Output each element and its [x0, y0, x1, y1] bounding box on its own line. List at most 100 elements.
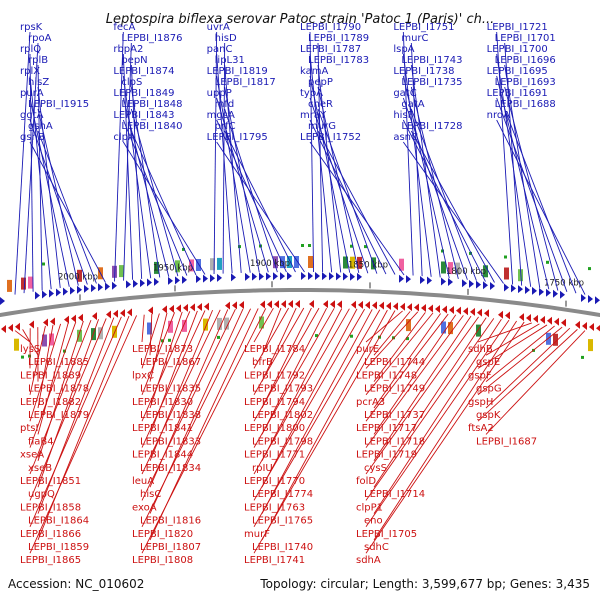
reverse-gene-arrow: [547, 316, 552, 325]
reverse-gene-arrow: [582, 321, 587, 330]
marker-dot: [42, 262, 45, 266]
reverse-gene-arrow: [127, 308, 132, 317]
gene-label: LEPBI_I1840: [121, 121, 182, 132]
forward-gene-arrow: [77, 285, 82, 294]
gene-leader-line: [477, 322, 532, 343]
feature-tile: [7, 279, 12, 292]
gene-leader-line: [37, 319, 100, 488]
gene-label: LEPBI_I1808: [132, 555, 193, 566]
gene-leader-line: [149, 314, 153, 356]
feature-tile: [224, 317, 229, 330]
reverse-gene-arrow: [50, 317, 55, 326]
feature-tile: [350, 256, 355, 269]
gene-leader-line: [253, 308, 350, 475]
marker-dot: [588, 267, 591, 271]
reverse-gene-arrow: [64, 315, 69, 324]
forward-gene-arrow: [336, 272, 341, 281]
gene-leader-line: [373, 320, 517, 541]
forward-gene-arrow: [70, 286, 75, 295]
gene-label: uvrA: [207, 22, 230, 33]
gene-leader-line: [410, 108, 477, 281]
gene-label: clpP1: [356, 502, 383, 513]
gene-label: eno: [364, 516, 383, 527]
forward-gene-arrow: [266, 272, 271, 281]
gene-leader-line: [261, 308, 343, 462]
forward-gene-arrow: [343, 272, 348, 281]
gene-leader-line: [149, 312, 168, 382]
gene-leader-line: [373, 311, 411, 356]
gene-label: LEPBI_I1763: [244, 502, 305, 513]
gene-label: LEPBI_I1752: [300, 132, 361, 143]
gene-label: LEPBI_I1915: [28, 99, 89, 110]
gene-leader-line: [253, 308, 365, 501]
gene-label: rplX: [20, 66, 40, 77]
gene-label: LEPBI_I1728: [401, 121, 462, 132]
gene-label: sdhC: [364, 542, 389, 553]
forward-gene-arrow: [427, 276, 432, 285]
gene-label: LEPBI_I1701: [495, 33, 556, 44]
forward-gene-arrow: [210, 274, 215, 283]
gene-label: LEPBI_I1735: [401, 77, 462, 88]
gene-label: LEPBI_I1743: [401, 55, 462, 66]
feature-tile: [49, 333, 54, 346]
gene-label: LEPBI_I1705: [356, 529, 417, 540]
forward-gene-arrow: [301, 272, 306, 281]
forward-gene-arrow: [595, 296, 600, 305]
gene-leader-line: [122, 141, 206, 275]
gene-label: LEPBI_I1819: [207, 66, 268, 77]
forward-gene-arrow: [525, 286, 530, 295]
gene-leader-line: [141, 308, 236, 501]
gene-label: bfrB: [252, 357, 273, 368]
gene-label: rplB: [28, 55, 48, 66]
feature-tile: [210, 258, 215, 271]
gene-leader-line: [410, 64, 441, 278]
gene-leader-line: [253, 310, 396, 554]
gene-leader-line: [365, 310, 403, 343]
gene-label: gspE: [476, 357, 500, 368]
gene-label: leuA: [132, 476, 154, 487]
gene-leader-line: [365, 312, 434, 396]
gene-label: kamA: [300, 66, 328, 77]
gene-label: gspK: [476, 410, 501, 421]
reverse-gene-arrow: [435, 304, 440, 313]
gene-label: sdhB: [468, 344, 493, 355]
forward-gene-arrow: [42, 290, 47, 299]
forward-gene-arrow: [259, 272, 264, 281]
reverse-gene-arrow: [295, 300, 300, 309]
gene-label: mgsA: [207, 110, 235, 121]
gene-leader-line: [309, 141, 405, 276]
reverse-gene-arrow: [15, 322, 20, 331]
reverse-gene-arrow: [484, 309, 489, 318]
gene-leader-line: [365, 319, 510, 528]
marker-dot: [308, 244, 311, 247]
gene-label: LEPBI_I1789: [308, 33, 369, 44]
feature-tile: [280, 256, 285, 269]
marker-dot: [546, 260, 549, 264]
forward-gene-arrow: [511, 284, 516, 293]
gene-leader-line: [309, 31, 315, 273]
gene-leader-line: [309, 75, 351, 273]
forward-gene-arrow: [357, 272, 362, 281]
reverse-gene-labels: lysSLEPBI_I1885LEPBI_I1889LEPBI_I1878LEP…: [14, 307, 586, 566]
reverse-gene-arrow: [589, 323, 594, 332]
gene-label: LEPBI_I1787: [300, 44, 361, 55]
forward-gene-arrow: [504, 283, 509, 292]
forward-gene-arrow: [315, 272, 320, 281]
gene-label: rbpA2: [113, 44, 143, 55]
gene-leader-line: [373, 314, 457, 435]
forward-gene-arrow: [273, 272, 278, 281]
gene-leader-line: [496, 119, 586, 295]
genome-backbone: [0, 288, 600, 318]
gene-leader-line: [216, 141, 305, 273]
forward-gene-arrow: [91, 284, 96, 293]
feature-tile: [287, 256, 292, 268]
feature-tile: [21, 277, 26, 290]
reverse-gene-arrow: [372, 301, 377, 310]
gene-leader-line: [261, 307, 312, 409]
reverse-gene-arrow: [498, 310, 503, 319]
gene-leader-line: [29, 141, 106, 283]
gene-leader-line: [141, 312, 176, 395]
marker-dot: [21, 355, 24, 359]
reverse-gene-arrow: [575, 320, 580, 329]
